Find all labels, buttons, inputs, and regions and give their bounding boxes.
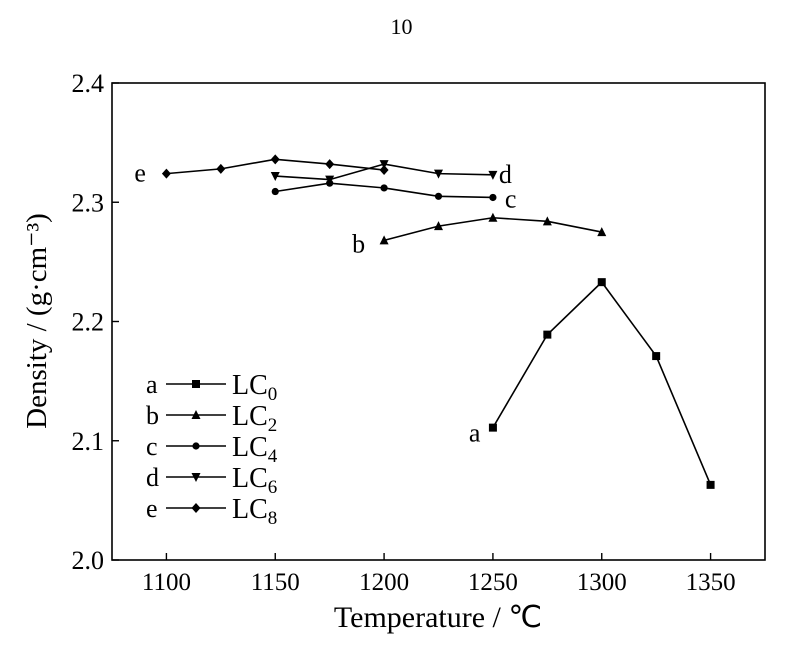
- legend-subscript-b: 2: [268, 415, 278, 436]
- series-a-line: [492, 280, 712, 486]
- series-e-point-1125: [216, 163, 226, 174]
- x-tick-label-1200: 1200: [359, 569, 409, 596]
- series-e-curve-label: e: [134, 159, 146, 188]
- legend-marker-c: [192, 442, 200, 450]
- legend-label-b: LC2: [232, 401, 277, 436]
- series-c-point-1200: [380, 184, 388, 192]
- series-d-point-1175: [325, 175, 335, 185]
- series-c-point-1225: [434, 192, 443, 200]
- legend-label-c: LC4: [232, 432, 278, 467]
- plot-frame: [111, 82, 766, 561]
- series-d-point-1250: [488, 170, 498, 180]
- series-a-point-1275: [543, 330, 552, 339]
- y-tick-label-2.2: 2.2: [72, 308, 105, 337]
- series-a-point-1325: [652, 352, 661, 361]
- y-tick-label-2.1: 2.1: [72, 427, 105, 456]
- y-tick-label-2.0: 2.0: [72, 546, 105, 575]
- series-d-curve-label: d: [499, 160, 512, 189]
- legend: a LC0 b LC2 c LC4 d LC6 e LC8: [146, 370, 278, 529]
- series-c: c: [271, 179, 517, 213]
- series-b-point-1275: [542, 216, 552, 226]
- x-tick-label-1300: 1300: [577, 569, 627, 596]
- legend-letter-a: a: [146, 370, 158, 399]
- legend-marker-d: [191, 473, 201, 482]
- series-e-point-1175: [325, 159, 335, 170]
- series-d-point-1200: [379, 160, 389, 170]
- x-tick-label-1350: 1350: [686, 569, 736, 596]
- series-e-point-1200: [379, 165, 389, 176]
- series-b-point-1250: [488, 212, 498, 222]
- series-e: e: [134, 154, 389, 188]
- legend-letter-d: d: [146, 463, 159, 492]
- series-d-point-1225: [434, 169, 443, 179]
- legend-subscript-c: 4: [268, 446, 278, 467]
- series-c-point-1250: [489, 193, 497, 202]
- y-axis-title: Density / (g·cm⁻³): [21, 213, 53, 429]
- legend-marker-b: [191, 410, 201, 419]
- x-axis-title: Temperature / ℃: [334, 601, 542, 634]
- series-d: d: [270, 160, 512, 189]
- x-tick-label-1250: 1250: [468, 569, 518, 596]
- legend-letter-e: e: [146, 494, 158, 523]
- series-d-point-1150: [270, 172, 280, 182]
- series-b-point-1300: [597, 227, 607, 237]
- series-e-point-1150: [270, 154, 280, 165]
- legend-subscript-a: 0: [268, 384, 278, 405]
- y-axis-ticks: 2.0 2.1 2.2 2.3 2.4: [72, 69, 119, 575]
- legend-subscript-e: 8: [268, 508, 278, 529]
- legend-letter-c: c: [146, 432, 158, 461]
- series-a-point-1300: [597, 278, 606, 287]
- series-b: b: [352, 212, 607, 258]
- series-b-point-1200: [379, 235, 389, 245]
- series-b-point-1225: [434, 221, 443, 231]
- y-tick-label-2.3: 2.3: [72, 188, 105, 217]
- series-a: a: [469, 278, 715, 489]
- legend-marker-a: [192, 380, 200, 388]
- series-a-curve-label: a: [469, 419, 481, 448]
- legend-subscript-d: 6: [268, 477, 278, 498]
- x-axis-ticks: 1100 1150 1200 1250 1300 1350: [142, 553, 736, 596]
- legend-label-a: LC0: [232, 370, 277, 405]
- legend-label-e: LC8: [232, 494, 277, 529]
- page-number: 10: [390, 14, 413, 39]
- y-tick-label-2.4: 2.4: [72, 69, 105, 98]
- series-b-curve-label: b: [352, 229, 365, 258]
- series-c-curve-label: c: [505, 184, 517, 213]
- legend-letter-b: b: [146, 401, 159, 430]
- x-tick-label-1150: 1150: [251, 569, 300, 596]
- x-tick-label-1100: 1100: [142, 569, 191, 596]
- series-c-point-1150: [271, 187, 279, 196]
- series-a-point-1250: [488, 423, 497, 432]
- series-a-point-1350: [706, 480, 715, 489]
- series-e-point-1100: [161, 168, 171, 179]
- legend-marker-e: [191, 503, 201, 513]
- legend-label-d: LC6: [232, 463, 277, 498]
